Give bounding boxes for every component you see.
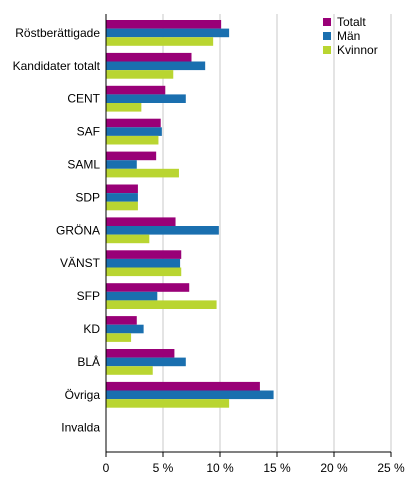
bar-rostberattigade-totalt: [106, 20, 222, 29]
bar-saf-kvinnor: [106, 135, 159, 145]
bar-ovriga-kvinnor: [106, 399, 230, 408]
bar-cent-man: [106, 94, 186, 103]
legend-swatch-kvinnor: [323, 46, 331, 54]
legend-label-man: Män: [337, 29, 360, 43]
bar-kd-totalt: [106, 316, 137, 325]
category-label-ovriga: Övriga: [65, 388, 101, 402]
x-tick-label-25: 25 %: [377, 461, 405, 475]
bar-cent-kvinnor: [106, 103, 142, 112]
bar-kd-kvinnor: [106, 333, 132, 342]
bar-ovriga-totalt: [106, 381, 260, 391]
bar-sfp-kvinnor: [106, 300, 217, 309]
bar-grona-totalt: [106, 217, 176, 226]
category-label-grona: GRÖNA: [56, 223, 100, 237]
x-tick-label-0: 0: [103, 461, 110, 475]
bar-vanst-kvinnor: [106, 267, 182, 277]
bar-kandidater-totalt-kvinnor: [106, 70, 174, 79]
category-label-sfp: SFP: [77, 289, 100, 303]
x-tick-label-15: 15 %: [263, 461, 291, 475]
x-tick-label-10: 10 %: [206, 461, 234, 475]
bar-saf-man: [106, 127, 162, 136]
category-label-invalda: Invalda: [61, 421, 100, 435]
x-tick-label-5: 5 %: [153, 461, 174, 475]
bar-kandidater-totalt-totalt: [106, 52, 192, 62]
category-label-kandidater-totalt: Kandidater totalt: [13, 59, 101, 73]
bar-saf-totalt: [106, 118, 161, 128]
bar-grona-kvinnor: [106, 234, 150, 244]
category-label-kd: KD: [83, 322, 100, 336]
bar-bla-kvinnor: [106, 366, 153, 375]
x-tick-label-20: 20 %: [320, 461, 348, 475]
bar-sdp-totalt: [106, 184, 138, 194]
category-label-saf: SAF: [77, 125, 100, 139]
category-label-sdp: SDP: [75, 190, 100, 204]
x-tick-labels: 0 5 % 10 % 15 % 20 % 25 %: [103, 461, 405, 475]
bar-vanst-man: [106, 258, 181, 268]
bar-sfp-man: [106, 291, 158, 301]
bars: [106, 20, 274, 408]
bar-bla-man: [106, 357, 186, 367]
bar-bla-totalt: [106, 349, 175, 358]
category-label-saml: SAML: [67, 158, 100, 172]
bar-kd-man: [106, 324, 144, 334]
bar-saml-man: [106, 160, 137, 169]
bar-sfp-totalt: [106, 283, 190, 292]
category-label-cent: CENT: [67, 92, 100, 106]
bar-sdp-man: [106, 193, 138, 202]
category-labels: Röstberättigade Kandidater totalt CENT SAF S…: [13, 26, 101, 435]
legend-swatch-totalt: [323, 18, 331, 26]
axes: [105, 14, 392, 457]
bar-kandidater-totalt-man: [106, 61, 206, 71]
bar-rostberattigade-man: [106, 28, 230, 38]
category-label-bla: BLÅ: [77, 354, 100, 369]
bar-cent-totalt: [106, 85, 166, 95]
legend-label-kvinnor: Kvinnor: [337, 43, 378, 57]
legend-label-totalt: Totalt: [337, 15, 366, 29]
bar-sdp-kvinnor: [106, 201, 138, 211]
category-label-rostberattigade: Röstberättigade: [15, 26, 100, 40]
legend-swatch-man: [323, 32, 331, 40]
bar-grona-man: [106, 226, 219, 235]
bar-ovriga-man: [106, 390, 274, 400]
grid-lines: [162, 14, 392, 452]
bar-rostberattigade-kvinnor: [106, 37, 214, 46]
category-label-vanst: VÄNST: [60, 256, 101, 270]
bar-saml-kvinnor: [106, 168, 179, 178]
bar-vanst-totalt: [106, 250, 182, 259]
bar-saml-totalt: [106, 151, 157, 161]
